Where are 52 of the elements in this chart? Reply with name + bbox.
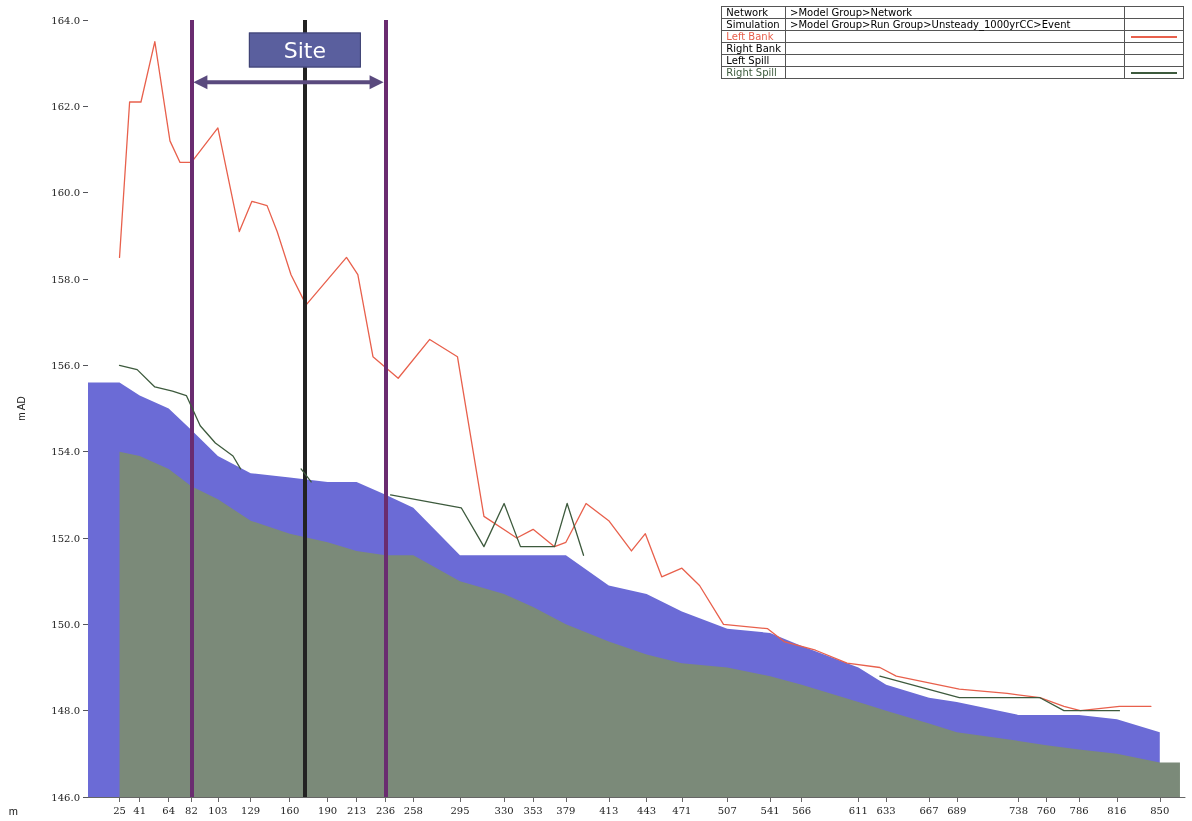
x-tick-label: 633 (876, 804, 896, 816)
x-tick-label: 413 (599, 804, 619, 816)
y-tick-label: 154.0 (51, 446, 80, 458)
x-tick-label: 353 (523, 804, 543, 816)
x-tick-label: 236 (376, 804, 396, 816)
x-tick-label: 443 (637, 804, 657, 816)
text: Left Bank (721, 30, 786, 43)
x-tick-label: 258 (403, 804, 423, 816)
x-tick-label: 738 (1009, 804, 1029, 816)
y-tick-label: 150.0 (51, 618, 80, 630)
y-tick-label: 158.0 (51, 273, 80, 285)
x-tick-label: 190 (318, 804, 338, 816)
x-tick-label: 379 (556, 804, 576, 816)
x-tick-label: 689 (947, 804, 967, 816)
x-tick-label: 103 (208, 804, 228, 816)
x-tick-label: 64 (162, 804, 176, 816)
x-tick-label: 507 (717, 804, 737, 816)
x-tick-label: 129 (241, 804, 261, 816)
annotation: Left Spill (721, 54, 786, 67)
x-tick-label: 667 (919, 804, 939, 816)
x-tick-label: 41 (133, 804, 147, 816)
annotation: Site (248, 32, 361, 68)
y-tick-label: 152.0 (51, 532, 80, 544)
y-tick-label: 160.0 (51, 187, 80, 199)
x-tick-label: 816 (1107, 804, 1127, 816)
x-tick-label: 786 (1069, 804, 1089, 816)
x-tick-label: 760 (1036, 804, 1056, 816)
x-tick-label: 471 (672, 804, 692, 816)
x-tick-label: 566 (792, 804, 812, 816)
x-tick-label: 611 (848, 804, 868, 816)
x-tick-label: 850 (1150, 804, 1170, 816)
annotation: >Model Group>Run Group>Unsteady_1000yrCC>Event (785, 18, 1125, 31)
annotation: Simulation (721, 18, 786, 31)
y-tick-label: 148.0 (51, 705, 80, 717)
annotation: Right Bank (721, 42, 786, 55)
x-axis-title: m (8, 804, 18, 817)
y-axis-title: m AD (15, 396, 27, 421)
line-series (118, 40, 1152, 712)
x-tick-label: 82 (185, 804, 198, 816)
y-tick-label: 162.0 (51, 100, 80, 112)
x-tick-label: 25 (113, 804, 126, 816)
x-tick-label: 541 (760, 804, 780, 816)
x-tick-label: 330 (494, 804, 514, 816)
text: Right Spill (721, 66, 786, 79)
x-tick-label: 295 (450, 804, 470, 816)
text: >Model Group>Network (785, 6, 1125, 19)
x-tick-label: 160 (280, 804, 300, 816)
y-tick-label: 146.0 (51, 791, 80, 803)
text: Network (721, 6, 786, 19)
x-tick-label: 213 (347, 804, 367, 816)
y-tick-label: 164.0 (51, 14, 80, 26)
y-tick-label: 156.0 (51, 359, 80, 371)
